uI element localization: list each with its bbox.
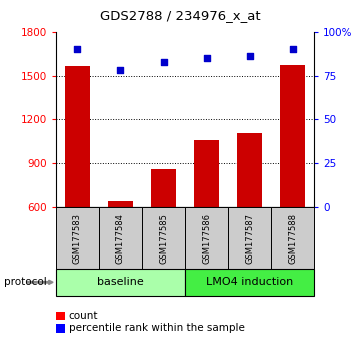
Bar (280, 65, 305, 207)
Bar (142, 207, 185, 269)
Point (75, 47, 81, 52)
Text: GSM177584: GSM177584 (116, 213, 125, 263)
Point (204, 55, 209, 61)
Text: GSM177587: GSM177587 (245, 212, 254, 264)
Bar (193, 140, 219, 207)
Bar (185, 207, 228, 269)
Text: protocol: protocol (4, 277, 46, 287)
Bar (65, 66, 90, 207)
Text: GSM177588: GSM177588 (288, 212, 297, 264)
Text: count: count (69, 311, 98, 321)
Bar (99, 207, 142, 269)
Bar (56, 269, 185, 296)
Bar (271, 207, 314, 269)
Bar (108, 200, 134, 207)
Point (290, 47, 295, 52)
Bar (237, 133, 262, 207)
Bar (228, 207, 271, 269)
Point (161, 59, 166, 64)
Text: GDS2788 / 234976_x_at: GDS2788 / 234976_x_at (100, 10, 261, 22)
Text: GSM177586: GSM177586 (202, 212, 211, 264)
Point (118, 68, 123, 73)
Point (247, 53, 252, 59)
Text: LMO4 induction: LMO4 induction (206, 277, 293, 287)
Text: GSM177585: GSM177585 (159, 213, 168, 263)
Bar (151, 169, 177, 207)
Text: percentile rank within the sample: percentile rank within the sample (69, 323, 244, 333)
Bar (56, 207, 99, 269)
Bar (185, 269, 314, 296)
Text: GSM177583: GSM177583 (73, 212, 82, 264)
Text: baseline: baseline (97, 277, 144, 287)
